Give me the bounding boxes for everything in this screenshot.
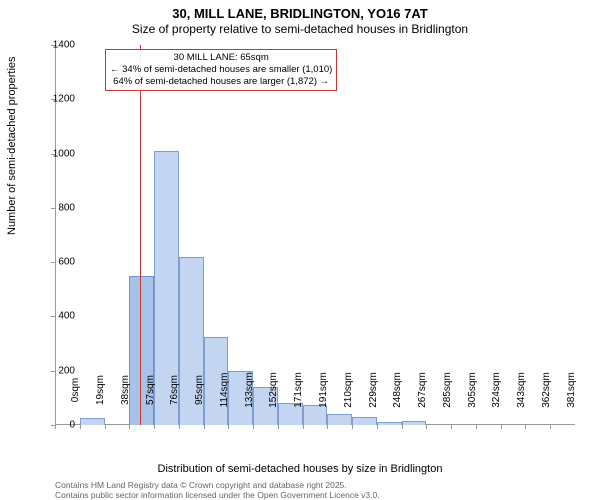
histogram-bar xyxy=(402,421,427,425)
x-tick xyxy=(303,425,304,429)
x-tick-label: 285sqm xyxy=(442,372,453,408)
x-tick xyxy=(278,425,279,429)
y-tick-label: 600 xyxy=(35,257,75,268)
x-tick xyxy=(154,425,155,429)
y-tick-label: 1000 xyxy=(35,148,75,159)
x-tick xyxy=(377,425,378,429)
y-tick-label: 0 xyxy=(35,420,75,431)
y-tick-label: 400 xyxy=(35,311,75,322)
x-tick-label: 343sqm xyxy=(516,372,527,408)
x-tick-label: 191sqm xyxy=(318,372,329,408)
x-tick xyxy=(402,425,403,429)
annotation-line2: ← 34% of semi-detached houses are smalle… xyxy=(110,64,332,76)
x-tick-label: 95sqm xyxy=(194,375,205,405)
footer-line1: Contains HM Land Registry data © Crown c… xyxy=(55,480,380,490)
x-tick-label: 381sqm xyxy=(566,372,577,408)
footer-attribution: Contains HM Land Registry data © Crown c… xyxy=(55,480,380,500)
x-tick xyxy=(525,425,526,429)
x-tick xyxy=(228,425,229,429)
x-tick-label: 229sqm xyxy=(368,372,379,408)
x-tick-label: 210sqm xyxy=(343,372,354,408)
x-tick xyxy=(204,425,205,429)
y-axis-label: Number of semi-detached properties xyxy=(6,56,18,235)
histogram-bar xyxy=(352,417,377,425)
chart-title-main: 30, MILL LANE, BRIDLINGTON, YO16 7AT xyxy=(0,6,600,21)
histogram-bar xyxy=(377,422,402,425)
x-tick-label: 38sqm xyxy=(120,375,131,405)
x-tick-label: 57sqm xyxy=(145,375,156,405)
x-tick-label: 171sqm xyxy=(293,372,304,408)
x-tick-label: 152sqm xyxy=(268,372,279,408)
histogram-bar xyxy=(80,418,105,425)
x-tick xyxy=(352,425,353,429)
footer-line2: Contains public sector information licen… xyxy=(55,490,380,500)
plot-area: 30 MILL LANE: 65sqm ← 34% of semi-detach… xyxy=(55,45,575,425)
x-tick xyxy=(426,425,427,429)
x-tick xyxy=(501,425,502,429)
y-tick-label: 1200 xyxy=(35,94,75,105)
marker-line xyxy=(140,45,141,425)
x-tick xyxy=(253,425,254,429)
x-tick xyxy=(451,425,452,429)
x-tick xyxy=(550,425,551,429)
x-tick xyxy=(80,425,81,429)
x-tick xyxy=(327,425,328,429)
x-tick-label: 76sqm xyxy=(169,375,180,405)
annotation-box: 30 MILL LANE: 65sqm ← 34% of semi-detach… xyxy=(105,49,337,91)
x-tick-label: 267sqm xyxy=(417,372,428,408)
x-tick-label: 133sqm xyxy=(244,372,255,408)
x-tick xyxy=(129,425,130,429)
annotation-line3: 64% of semi-detached houses are larger (… xyxy=(110,76,332,88)
y-tick-label: 200 xyxy=(35,365,75,376)
chart-container: 30, MILL LANE, BRIDLINGTON, YO16 7AT Siz… xyxy=(0,0,600,500)
chart-title-sub: Size of property relative to semi-detach… xyxy=(0,22,600,36)
x-tick xyxy=(105,425,106,429)
x-tick-label: 248sqm xyxy=(392,372,403,408)
x-tick-label: 362sqm xyxy=(541,372,552,408)
y-tick-label: 800 xyxy=(35,202,75,213)
y-tick-label: 1400 xyxy=(35,40,75,51)
x-tick xyxy=(476,425,477,429)
x-tick-label: 114sqm xyxy=(219,373,230,408)
x-axis-label: Distribution of semi-detached houses by … xyxy=(0,463,600,475)
annotation-line1: 30 MILL LANE: 65sqm xyxy=(110,52,332,64)
histogram-bar xyxy=(327,414,352,425)
x-tick-label: 19sqm xyxy=(95,375,106,405)
x-tick-label: 0sqm xyxy=(70,378,81,402)
x-tick-label: 305sqm xyxy=(467,372,478,408)
x-tick xyxy=(179,425,180,429)
x-tick-label: 324sqm xyxy=(491,372,502,408)
